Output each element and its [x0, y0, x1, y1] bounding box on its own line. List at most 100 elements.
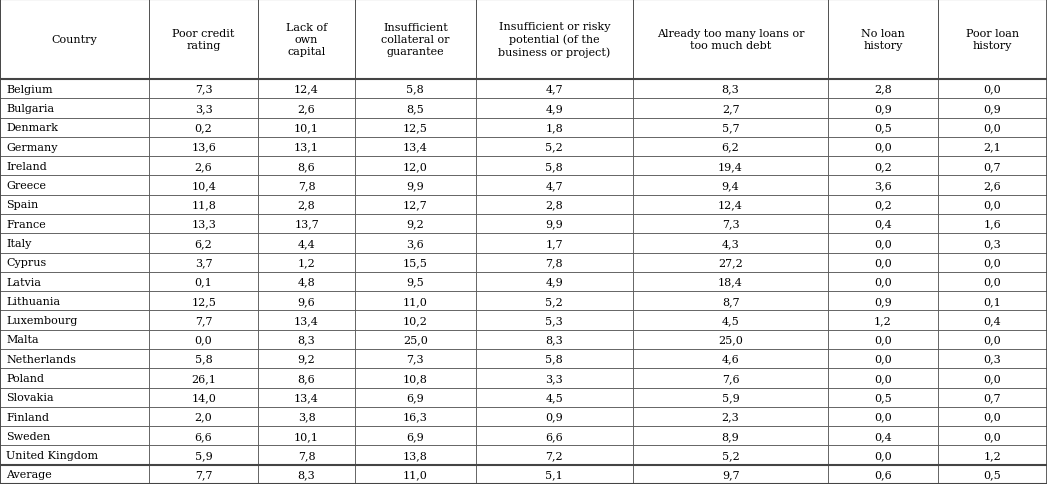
Text: 5,8: 5,8 — [406, 85, 424, 94]
Bar — [938, 214, 1047, 234]
Text: 0,0: 0,0 — [983, 200, 1001, 210]
Text: 13,4: 13,4 — [294, 316, 319, 325]
Text: 1,8: 1,8 — [545, 123, 563, 133]
Bar — [149, 99, 259, 119]
Bar — [632, 407, 828, 426]
Text: 12,4: 12,4 — [718, 200, 743, 210]
Bar — [259, 176, 355, 196]
Text: 4,3: 4,3 — [721, 239, 739, 248]
Text: 11,8: 11,8 — [192, 200, 216, 210]
Text: 0,7: 0,7 — [983, 393, 1001, 402]
Text: 3,3: 3,3 — [545, 373, 563, 383]
Bar — [632, 253, 828, 272]
Text: 6,6: 6,6 — [545, 431, 563, 441]
Text: 1,2: 1,2 — [874, 316, 892, 325]
Text: 0,5: 0,5 — [983, 469, 1001, 479]
Bar — [475, 291, 632, 311]
Text: 3,8: 3,8 — [297, 412, 315, 422]
Text: 0,0: 0,0 — [874, 257, 892, 268]
Text: Average: Average — [6, 469, 52, 479]
Bar — [0, 330, 149, 349]
Text: 2,8: 2,8 — [545, 200, 563, 210]
Text: 12,7: 12,7 — [403, 200, 427, 210]
Bar — [149, 465, 259, 484]
Text: 0,0: 0,0 — [874, 450, 892, 460]
Bar — [938, 349, 1047, 368]
Bar — [259, 445, 355, 465]
Text: 5,9: 5,9 — [195, 450, 213, 460]
Bar — [632, 426, 828, 445]
Text: 0,3: 0,3 — [983, 239, 1001, 248]
Text: 13,4: 13,4 — [403, 142, 428, 152]
Text: 16,3: 16,3 — [403, 412, 428, 422]
Text: 25,0: 25,0 — [403, 334, 428, 345]
Bar — [632, 349, 828, 368]
Bar — [938, 465, 1047, 484]
Bar — [938, 272, 1047, 291]
Bar — [475, 388, 632, 407]
Bar — [632, 99, 828, 119]
Bar — [632, 330, 828, 349]
Text: 4,5: 4,5 — [721, 316, 739, 325]
Text: Latvia: Latvia — [6, 277, 41, 287]
Bar — [938, 119, 1047, 137]
Text: Denmark: Denmark — [6, 123, 59, 133]
Bar — [355, 465, 475, 484]
Text: Lithuania: Lithuania — [6, 296, 61, 306]
Text: 3,7: 3,7 — [195, 257, 213, 268]
Text: 4,9: 4,9 — [545, 277, 563, 287]
Bar — [828, 388, 938, 407]
Bar — [355, 234, 475, 253]
Text: 0,6: 0,6 — [874, 469, 892, 479]
Text: 0,0: 0,0 — [874, 239, 892, 248]
Bar — [149, 119, 259, 137]
Bar — [355, 157, 475, 176]
Text: 14,0: 14,0 — [192, 393, 216, 402]
Text: Greece: Greece — [6, 181, 46, 191]
Bar — [475, 368, 632, 388]
Bar — [632, 80, 828, 99]
Text: 2,8: 2,8 — [297, 200, 315, 210]
Text: 8,3: 8,3 — [297, 469, 315, 479]
Bar — [0, 349, 149, 368]
Text: 8,6: 8,6 — [297, 162, 315, 171]
Text: 9,2: 9,2 — [297, 354, 315, 364]
Text: 0,4: 0,4 — [983, 316, 1001, 325]
Text: 4,7: 4,7 — [545, 85, 563, 94]
Text: 7,3: 7,3 — [721, 219, 739, 229]
Text: 5,1: 5,1 — [545, 469, 563, 479]
Bar — [259, 465, 355, 484]
Bar — [0, 465, 149, 484]
Text: 27,2: 27,2 — [718, 257, 743, 268]
Bar — [259, 291, 355, 311]
Text: Spain: Spain — [6, 200, 39, 210]
Text: 4,6: 4,6 — [721, 354, 739, 364]
Bar — [632, 272, 828, 291]
Text: 8,5: 8,5 — [406, 104, 424, 114]
Bar — [475, 272, 632, 291]
Bar — [632, 445, 828, 465]
Bar — [0, 388, 149, 407]
Bar — [355, 80, 475, 99]
Text: 11,0: 11,0 — [403, 469, 428, 479]
Text: 0,0: 0,0 — [874, 412, 892, 422]
Text: 6,2: 6,2 — [721, 142, 739, 152]
Bar — [149, 157, 259, 176]
Text: 9,7: 9,7 — [721, 469, 739, 479]
Text: 10,8: 10,8 — [403, 373, 428, 383]
Text: Poland: Poland — [6, 373, 44, 383]
Bar — [355, 137, 475, 157]
Bar — [938, 196, 1047, 214]
Bar — [475, 196, 632, 214]
Bar — [259, 272, 355, 291]
Bar — [355, 0, 475, 80]
Bar — [475, 137, 632, 157]
Bar — [475, 445, 632, 465]
Text: 8,3: 8,3 — [721, 85, 739, 94]
Bar — [149, 388, 259, 407]
Bar — [0, 426, 149, 445]
Text: 12,5: 12,5 — [192, 296, 216, 306]
Bar — [475, 80, 632, 99]
Text: 1,2: 1,2 — [983, 450, 1001, 460]
Bar — [0, 176, 149, 196]
